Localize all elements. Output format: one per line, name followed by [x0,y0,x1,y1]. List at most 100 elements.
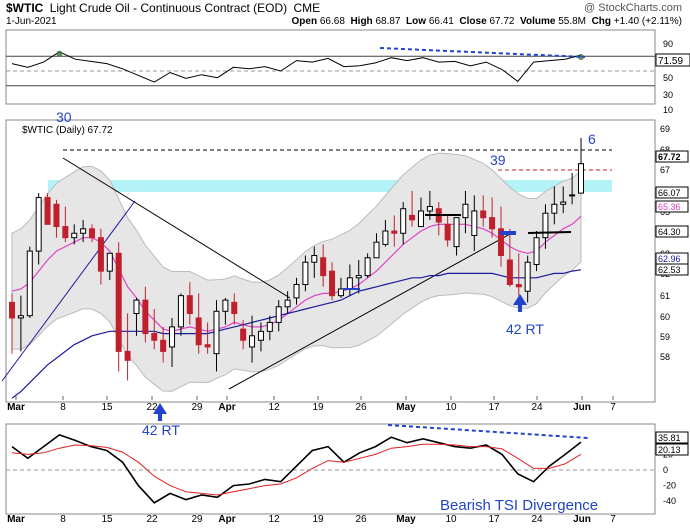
panel-frame-2 [5,423,656,515]
price-axis-tick: 58 [660,352,670,362]
rsi-line [11,51,582,83]
exchange-name: CME [293,1,321,15]
price-annotation: 39 [490,152,506,168]
tsi-last-label: 35.81 [658,433,681,443]
candle-body [266,321,273,332]
low-value: 66.41 [428,16,454,27]
up-arrow-icon [153,403,167,421]
candle-body [106,252,113,272]
price-x-tick: 12 [268,402,280,413]
candle-body [53,203,60,228]
candle-body [551,203,558,214]
tsi-x-tick: 7 [610,514,616,525]
chart-title: $WTIC Light Crude Oil - Continuous Contr… [6,1,320,15]
quote-date: 1-Jun-2021 [6,16,57,27]
resistance-zone [48,180,612,192]
downtrend-line [62,157,291,299]
candle-body [231,301,238,315]
candle-body [497,228,504,257]
candle-body [471,210,478,236]
tsi-axis-tick: -40 [663,496,676,506]
price-x-tick: 24 [531,402,543,413]
price-annotation: 42 RT [506,321,544,337]
candle-body [195,317,202,346]
candle-body [133,299,140,315]
candle-body [160,339,167,352]
rsi-axis-tick: 30 [663,90,673,100]
price-last-label: 66.07 [658,188,681,198]
price-annotation: 6 [588,131,596,147]
candle-body [453,217,460,248]
candle-body [337,288,344,297]
candle-body [284,299,291,308]
candle-body [275,306,282,323]
candle-body [578,163,584,194]
low-label: Low [406,16,427,27]
tsi-last-label-box [655,443,689,456]
ma-short-line [11,215,582,332]
candle-body [462,203,469,219]
candle-body [151,333,158,341]
tsi-x-tick: 22 [146,514,158,525]
up-arrow-icon [513,294,527,312]
price-marker-line [527,231,572,234]
candle-body [444,223,451,241]
candle-body [249,335,256,348]
tsi-x-tick: 19 [312,514,324,525]
candle-body [364,257,371,277]
candle-body [400,208,407,234]
rsi-overbought-mark [56,50,63,57]
candle-body [142,299,149,335]
price-x-tick: 17 [488,402,500,413]
panel-frame-1 [5,119,656,403]
tsi-x-tick: Apr [218,514,235,525]
price-x-tick: May [396,402,416,413]
price-axis-tick: 60 [660,312,670,322]
rsi-divergence-line [379,47,586,58]
rsi-axis-tick: 90 [663,39,673,49]
price-last-label: 67.72 [658,152,681,162]
candle-body [560,201,567,205]
tsi-signal-line [11,443,582,496]
tsi-x-tick: Mar [7,514,25,525]
panel-frame-0 [5,29,656,105]
candle-body [382,230,389,245]
stockcharts-watermark: @ StockCharts.com [584,2,682,14]
price-last-label-box [655,225,689,238]
candle-body [480,210,487,219]
chart-header: $WTIC Light Crude Oil - Continuous Contr… [0,0,690,28]
candle-body [311,255,318,263]
candle-body [115,252,122,352]
price-last-label-box [655,150,689,163]
price-x-tick: Mar [7,402,25,413]
candle-body [35,197,42,252]
candle-body [177,295,184,328]
tsi-axis-tick: 0 [663,465,668,475]
candle-body [329,270,336,297]
tsi-x-tick: 26 [355,514,367,525]
price-axis-tick: 61 [660,291,670,301]
price-last-label: 62.53 [658,265,681,275]
price-axis-tick: 59 [660,332,670,342]
price-marker [500,231,516,235]
candle-body [240,328,247,341]
price-x-tick: 8 [60,402,66,413]
tsi-divergence-line [387,424,589,439]
tsi-x-tick: Jun [573,514,591,525]
price-axis-tick: 68 [660,145,670,155]
tsi-x-tick: 10 [445,514,457,525]
tsi-x-tick: 12 [268,514,280,525]
high-value: 68.87 [375,16,401,27]
price-last-label: 62.96 [658,254,681,264]
ma-long-line [11,269,582,399]
price-panel-label: $WTIC (Daily) 67.72 [22,125,113,136]
candle-body [346,277,353,290]
close-label: Close [459,16,487,27]
price-x-tick: 7 [610,402,616,413]
candle-body [426,205,433,212]
candle-body [97,237,104,272]
price-last-label-box [655,263,689,276]
price-axis-tick: 67 [660,165,670,175]
candle-body [17,315,24,319]
